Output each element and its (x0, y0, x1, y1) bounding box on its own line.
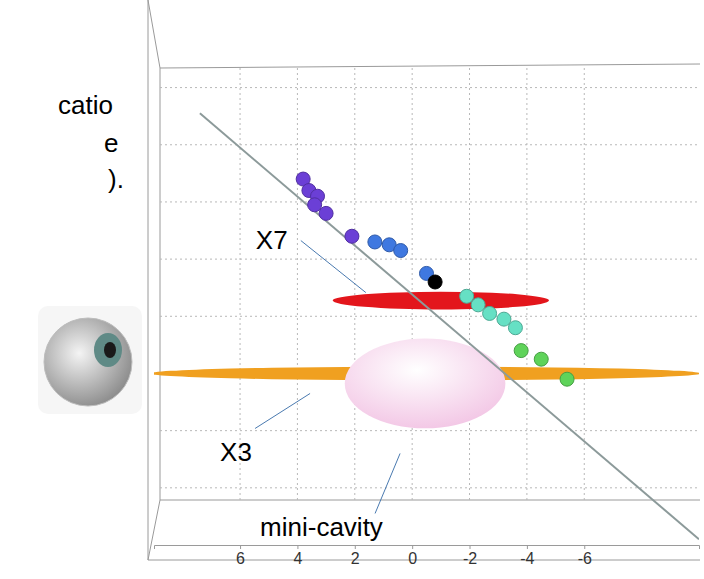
frame-line (148, 0, 149, 560)
point (394, 244, 408, 258)
frame-line (148, 0, 160, 68)
ellipsoid (333, 292, 549, 310)
point (428, 275, 442, 289)
x-axis: 6 4 2 0 -2 -4 -6 (155, 545, 700, 567)
tick-label: -2 (463, 550, 477, 567)
ellipse-label: X3 (220, 437, 252, 467)
point (483, 306, 497, 320)
tick-label: 4 (293, 550, 302, 567)
point (560, 372, 574, 386)
point (460, 289, 474, 303)
frame-line (160, 68, 161, 500)
tick: -2 (463, 545, 477, 567)
leader-line (255, 393, 310, 428)
ellipse-label: mini-cavity (260, 512, 383, 542)
tick-mark (412, 545, 413, 549)
point (497, 312, 511, 326)
grid-line-y (160, 201, 700, 202)
grid-line-x (469, 68, 470, 500)
ellipsoid (345, 339, 506, 429)
box-frame (148, 0, 700, 560)
tick-mark (355, 545, 356, 549)
point (508, 321, 522, 335)
tick: -4 (520, 545, 534, 567)
leader-line (301, 241, 366, 293)
eye-icon (38, 306, 142, 414)
plot-area (154, 113, 699, 539)
point (514, 344, 528, 358)
frame-line (148, 560, 700, 561)
tick: 2 (351, 545, 360, 567)
grid-line-y (160, 430, 700, 431)
chart: 6 4 2 0 -2 -4 -6 X7 X3 mini-cavity catio e). (0, 0, 704, 579)
frame-line (160, 64, 700, 68)
tick-label: -4 (520, 550, 534, 567)
slide-text: ). (108, 164, 124, 194)
point (368, 235, 382, 249)
grid-line-x (240, 68, 241, 500)
grid-line-x (584, 68, 585, 500)
tick-label: 2 (351, 550, 360, 567)
tick: 6 (236, 545, 245, 567)
grid-line-y (160, 259, 700, 260)
point (319, 206, 333, 220)
tick-mark (240, 545, 241, 549)
tick-mark (584, 545, 585, 549)
tick-mark (527, 545, 528, 549)
point (308, 198, 322, 212)
fit-line (200, 113, 699, 539)
eye-pupil (104, 342, 116, 358)
tick: -6 (578, 545, 592, 567)
frame-line (148, 500, 160, 560)
annotations: X7 X3 mini-cavity (220, 225, 400, 543)
grid-line-y (160, 487, 700, 488)
axis-line (155, 546, 700, 550)
eye-background (38, 306, 142, 414)
grid-line-y (160, 144, 700, 145)
tick: 0 (408, 545, 417, 567)
leader-line (375, 453, 400, 513)
grid-line-y (160, 316, 700, 317)
grid-line-y (160, 87, 700, 88)
grid (160, 68, 700, 500)
tick-mark (297, 545, 298, 549)
ellipse-label: X7 (256, 225, 288, 255)
eye-ball (44, 318, 132, 406)
point (345, 229, 359, 243)
grid-line-x (526, 68, 527, 500)
tick-label: 0 (408, 550, 417, 567)
grid-line-x (412, 68, 413, 500)
tick: 4 (293, 545, 302, 567)
slide-text: e (104, 128, 118, 158)
slide-text: catio (58, 90, 113, 120)
tick-label: -6 (578, 550, 592, 567)
tick-mark (470, 545, 471, 549)
grid-line-x (297, 68, 298, 500)
eye-iris (94, 333, 122, 367)
point (471, 298, 485, 312)
tick-label: 6 (236, 550, 245, 567)
frame-line (160, 500, 700, 501)
point (534, 352, 548, 366)
